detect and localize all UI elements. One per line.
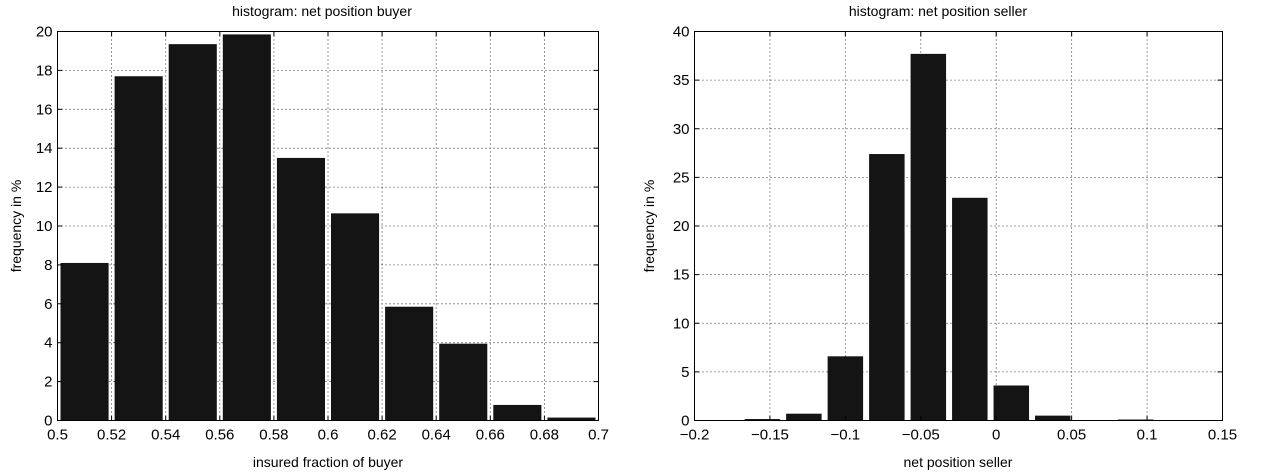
- x-tick-label: −0.15: [751, 427, 789, 444]
- y-tick-label: 0: [44, 413, 52, 430]
- y-tick-label: 6: [44, 296, 52, 313]
- y-tick-label: 10: [673, 315, 690, 332]
- bars: [60, 34, 596, 421]
- y-tick-label: 5: [681, 364, 689, 381]
- y-tick-label: 18: [36, 62, 53, 79]
- x-tick-label: 0.58: [259, 427, 288, 444]
- chart-seller: histogram: net position seller −0.2 −0.15…: [641, 3, 1237, 470]
- bar: [439, 343, 488, 421]
- bar: [910, 53, 947, 421]
- x-tick-label: 0.52: [97, 427, 126, 444]
- y-tick-label: 15: [673, 267, 690, 284]
- bar: [1035, 415, 1071, 421]
- bars: [703, 53, 1154, 421]
- axis-ticks: 0.5 0.52 0.54 0.56 0.58 0.6 0.62 0.64 0.66 0.68 0.…: [36, 24, 609, 444]
- bar: [952, 197, 988, 421]
- x-tick-label: 0.5: [47, 427, 68, 444]
- y-axis-label: frequency in %: [641, 180, 657, 273]
- y-tick-label: 35: [673, 72, 690, 89]
- chart-buyer: histogram: net position buyer 0.5 0.52 0.5…: [8, 3, 609, 470]
- bar: [331, 213, 380, 421]
- bar: [493, 404, 542, 421]
- x-tick-label: 0.54: [151, 427, 180, 444]
- bar: [276, 157, 325, 421]
- y-tick-label: 2: [44, 374, 52, 391]
- bar: [744, 419, 781, 421]
- bar: [168, 44, 217, 421]
- x-tick-label: 0.56: [205, 427, 234, 444]
- y-axis-label: frequency in %: [8, 180, 24, 273]
- bar: [60, 262, 109, 421]
- bar: [547, 417, 596, 421]
- x-tick-label: 0.05: [1057, 427, 1086, 444]
- x-tick-label: 0.64: [422, 427, 451, 444]
- y-tick-label: 12: [36, 179, 53, 196]
- y-tick-label: 16: [36, 101, 53, 118]
- y-tick-label: 0: [681, 413, 689, 430]
- x-tick-label: −0.2: [680, 427, 710, 444]
- y-tick-label: 20: [36, 24, 53, 41]
- y-tick-label: 20: [673, 218, 690, 235]
- grid-lines: [57, 31, 599, 421]
- x-tick-label: 0.7: [588, 427, 609, 444]
- x-tick-label: 0.66: [476, 427, 505, 444]
- bar: [385, 306, 434, 421]
- x-axis-label: insured fraction of buyer: [253, 454, 404, 470]
- x-tick-label: 0.6: [318, 427, 339, 444]
- chart-title: histogram: net position seller: [849, 3, 1028, 19]
- x-tick-label: 0.62: [367, 427, 396, 444]
- bar: [222, 34, 271, 421]
- chart-title: histogram: net position buyer: [232, 3, 412, 19]
- y-tick-label: 40: [673, 24, 690, 41]
- axis-ticks: −0.2 −0.15 −0.1 −0.05 0 0.05 0.1 0.15 0 5 10 15 20 25…: [673, 24, 1237, 444]
- x-tick-label: −0.05: [902, 427, 940, 444]
- y-tick-label: 8: [44, 257, 52, 274]
- bar: [993, 385, 1030, 421]
- x-tick-label: 0.15: [1208, 427, 1237, 444]
- x-axis-label: net position seller: [904, 454, 1013, 470]
- bar: [827, 356, 864, 421]
- y-tick-label: 10: [36, 218, 53, 235]
- x-tick-label: 0.1: [1137, 427, 1158, 444]
- bar: [114, 76, 163, 421]
- x-tick-label: 0: [992, 427, 1000, 444]
- x-tick-label: −0.1: [831, 427, 861, 444]
- y-tick-label: 25: [673, 169, 690, 186]
- y-tick-label: 14: [36, 140, 53, 157]
- y-tick-label: 4: [44, 335, 52, 352]
- y-tick-label: 30: [673, 121, 690, 138]
- bar: [786, 413, 822, 421]
- x-tick-label: 0.68: [530, 427, 559, 444]
- bar: [869, 154, 905, 421]
